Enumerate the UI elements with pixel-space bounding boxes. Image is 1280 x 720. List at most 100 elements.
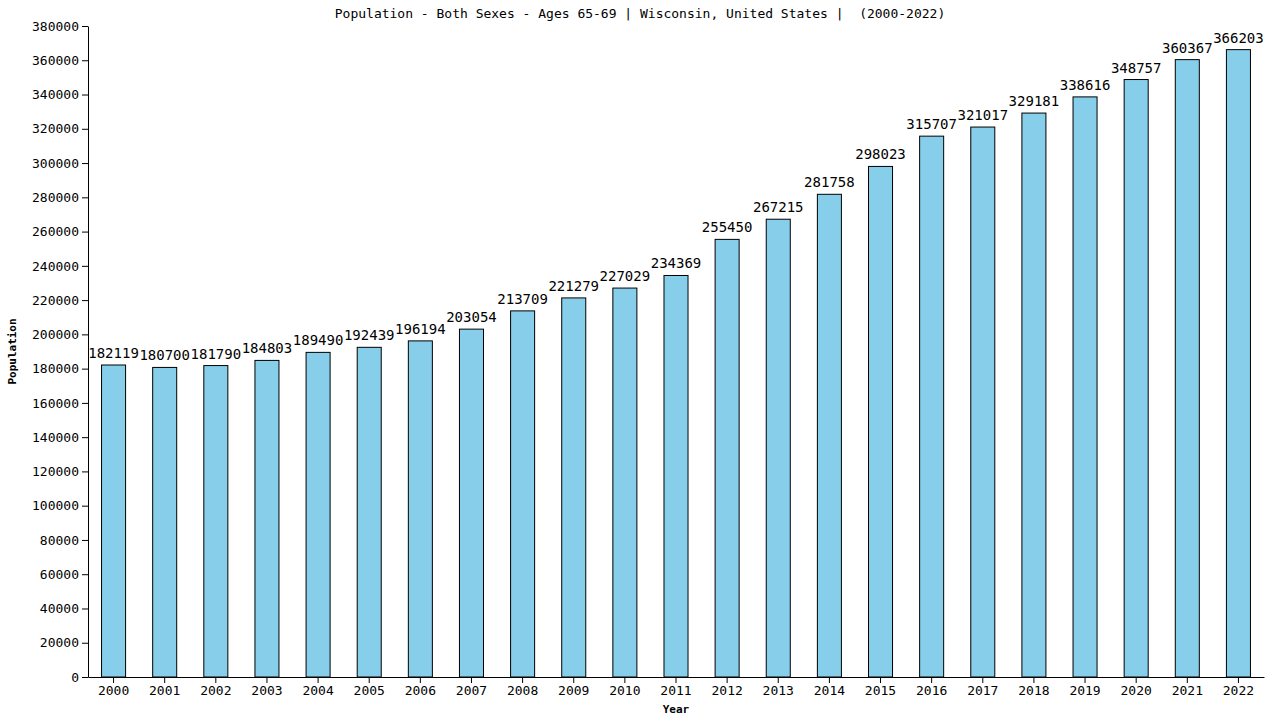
data-label: 182119 <box>88 345 139 361</box>
data-label: 181790 <box>191 346 242 362</box>
x-tick: 2019 <box>1069 677 1100 698</box>
bar <box>971 127 995 677</box>
y-tick-label: 240000 <box>32 259 79 274</box>
x-tick: 2021 <box>1172 677 1203 698</box>
x-tick-mark <box>573 677 574 683</box>
x-tick-mark <box>164 677 165 683</box>
y-tick: 340000 <box>32 87 88 102</box>
y-tick-mark <box>82 506 88 507</box>
x-tick: 2016 <box>916 677 947 698</box>
x-tick-mark <box>471 677 472 683</box>
y-tick-mark <box>82 608 88 609</box>
y-tick-label: 40000 <box>40 601 79 616</box>
x-tick-label: 2018 <box>1018 683 1049 698</box>
x-tick: 2004 <box>302 677 333 698</box>
y-tick-label: 320000 <box>32 121 79 136</box>
y-tick: 160000 <box>32 396 88 411</box>
y-tick: 180000 <box>32 361 88 376</box>
data-label: 321017 <box>957 107 1008 123</box>
y-tick-label: 100000 <box>32 498 79 513</box>
y-tick-label: 200000 <box>32 327 79 342</box>
data-label: 213709 <box>497 291 548 307</box>
y-tick: 280000 <box>32 190 88 205</box>
x-tick-mark <box>727 677 728 683</box>
y-tick: 260000 <box>32 224 88 239</box>
x-tick: 2020 <box>1121 677 1152 698</box>
x-tick-mark <box>778 677 779 683</box>
x-tick: 2001 <box>149 677 180 698</box>
x-tick: 2005 <box>354 677 385 698</box>
bar <box>408 341 432 677</box>
data-label: 192439 <box>344 327 395 343</box>
x-tick-label: 2007 <box>456 683 487 698</box>
y-tick-mark <box>82 574 88 575</box>
x-tick-mark <box>369 677 370 683</box>
x-tick-label: 2015 <box>865 683 896 698</box>
x-tick-label: 2019 <box>1069 683 1100 698</box>
bar <box>869 166 893 677</box>
y-tick: 140000 <box>32 430 88 445</box>
x-tick: 2012 <box>711 677 742 698</box>
y-tick-label: 140000 <box>32 430 79 445</box>
x-tick: 2008 <box>507 677 538 698</box>
y-tick-mark <box>82 197 88 198</box>
y-axis: 0200004000060000800001000001200001400001… <box>32 19 88 685</box>
data-label: 234369 <box>651 255 702 271</box>
x-tick-mark <box>829 677 830 683</box>
y-tick-mark <box>82 60 88 61</box>
bar <box>664 275 688 677</box>
x-tick-label: 2016 <box>916 683 947 698</box>
x-tick-mark <box>1136 677 1137 683</box>
x-tick-mark <box>1187 677 1188 683</box>
y-tick: 200000 <box>32 327 88 342</box>
y-tick-mark <box>82 300 88 301</box>
data-label: 338616 <box>1060 77 1111 93</box>
bar <box>511 311 535 677</box>
y-tick-label: 180000 <box>32 361 79 376</box>
x-tick-mark <box>318 677 319 683</box>
y-tick: 320000 <box>32 121 88 136</box>
y-tick-mark <box>82 26 88 27</box>
x-tick-label: 2011 <box>660 683 691 698</box>
y-axis-title: Population <box>6 318 19 384</box>
x-tick-label: 2012 <box>711 683 742 698</box>
y-tick: 40000 <box>40 601 88 616</box>
x-tick-label: 2005 <box>354 683 385 698</box>
x-tick: 2003 <box>251 677 282 698</box>
x-tick: 2006 <box>405 677 436 698</box>
bar <box>306 352 330 677</box>
x-tick-mark <box>982 677 983 683</box>
data-label: 366203 <box>1213 30 1264 46</box>
y-tick-mark <box>82 677 88 678</box>
x-tick: 2022 <box>1223 677 1254 698</box>
bar <box>613 288 637 677</box>
x-tick-label: 2013 <box>763 683 794 698</box>
y-tick-label: 280000 <box>32 190 79 205</box>
x-tick-mark <box>676 677 677 683</box>
y-tick: 380000 <box>32 19 88 34</box>
x-tick: 2007 <box>456 677 487 698</box>
x-tick-label: 2009 <box>558 683 589 698</box>
data-label: 227029 <box>600 268 651 284</box>
x-tick: 2014 <box>814 677 845 698</box>
y-tick-mark <box>82 540 88 541</box>
x-tick-mark <box>522 677 523 683</box>
data-label: 281758 <box>804 174 855 190</box>
x-tick: 2011 <box>660 677 691 698</box>
title: Population - Both Sexes - Ages 65-69 | W… <box>335 6 945 21</box>
bar <box>766 219 790 677</box>
x-tick: 2002 <box>200 677 231 698</box>
x-tick-label: 2014 <box>814 683 845 698</box>
data-labels: 1821191807001817901848031894901924391961… <box>88 30 1263 364</box>
data-label: 267215 <box>753 199 804 215</box>
data-label: 189490 <box>293 332 344 348</box>
data-label: 221279 <box>548 278 599 294</box>
x-tick-mark <box>1033 677 1034 683</box>
data-label: 315707 <box>906 116 957 132</box>
y-tick: 360000 <box>32 53 88 68</box>
data-label: 298023 <box>855 146 906 162</box>
y-tick-mark <box>82 163 88 164</box>
y-tick: 0 <box>71 670 88 685</box>
y-tick-mark <box>82 266 88 267</box>
y-tick-label: 80000 <box>40 533 79 548</box>
